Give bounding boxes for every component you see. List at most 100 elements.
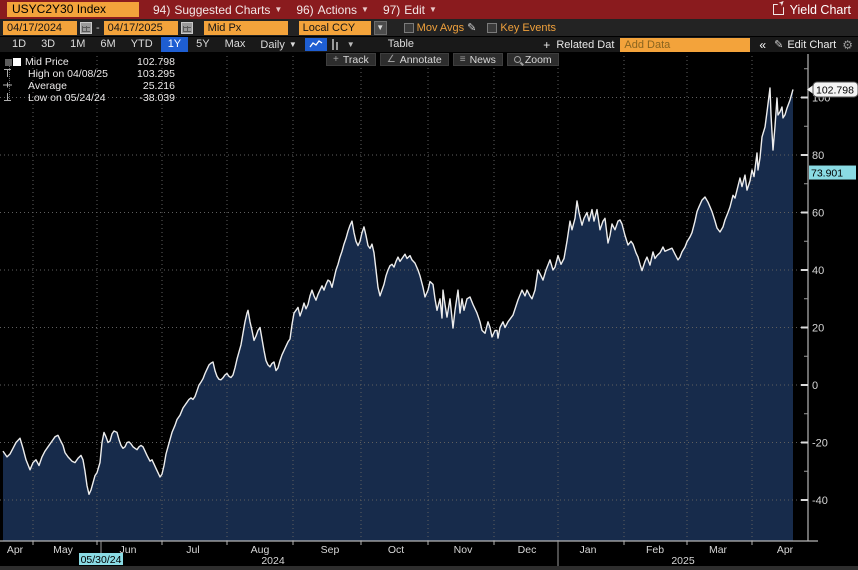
legend-row[interactable]: High on 04/08/25 103.295 [3,68,175,80]
start-date-field[interactable]: 04/17/2024 [3,20,77,35]
chart-type-dropdown-button[interactable]: ▼ [343,38,359,51]
key-events-label: Key Events [500,21,557,34]
legend-row[interactable]: Average 25.216 [3,80,175,92]
chevron-down-icon: ▼ [428,5,437,14]
zoom-icon [513,56,521,63]
line-chart-icon [309,40,323,48]
price-line [2,87,794,495]
range-button-5y[interactable]: 5Y [196,38,210,50]
area-fill [3,88,793,541]
currency-dropdown-button[interactable]: ▼ [373,20,387,35]
tool-label: Annotate [399,53,442,66]
y-tick-label: 80 [812,150,824,162]
annotate-icon: ∠ [386,53,396,65]
menu-label: Actions [317,2,358,17]
window-bottom-edge [0,566,858,570]
menu-suggested-charts[interactable]: 94) Suggested Charts ▼ [153,3,282,17]
chart-area: 100 80 60 40 20 0 -20 -40 Apr May Jun Jul Aug Sep Oct N… [0,52,858,570]
legend-value: 103.295 [137,68,175,80]
month-label: Apr [7,544,24,556]
period-dropdown[interactable]: Daily ▼ [253,39,303,51]
drag-handle[interactable] [5,58,12,66]
key-events-checkbox[interactable] [487,22,498,33]
chart-legend[interactable]: Mid Price 102.798 High on 04/08/25 103.295 A… [3,56,175,104]
month-label: Jul [186,544,199,556]
legend-row[interactable]: Mid Price 102.798 [3,56,175,68]
month-label: Jan [580,544,597,556]
yield-chart-button[interactable]: Yield Chart [772,2,851,17]
mov-avgs-checkbox[interactable] [403,22,414,33]
add-data-input[interactable] [620,37,751,52]
month-label: Jun [120,544,137,556]
y-tick-label: 0 [812,380,818,392]
end-date-field[interactable]: 04/17/2025 [103,20,178,35]
table-button[interactable]: Table [387,38,414,50]
menu-edit[interactable]: 97) Edit ▼ [383,3,437,17]
range-button-max[interactable]: Max [224,38,246,50]
currency-field[interactable]: Local CCY [298,20,371,35]
plus-icon: + [543,37,551,52]
price-field[interactable]: Mid Px [203,20,288,35]
calendar-icon[interactable] [180,21,193,34]
chevron-down-icon: ▼ [274,5,283,14]
yield-chart-label: Yield Chart [789,2,851,17]
date-range-separator: - [96,21,100,34]
menu-number: 97) [382,2,401,17]
edit-chart-button[interactable]: ✎ Edit Chart [774,38,837,52]
calendar-icon[interactable] [80,21,92,34]
pencil-icon: ✎ [774,39,784,51]
move-icon: + [333,53,339,65]
ticker-field[interactable]: USYC2Y30 Index [7,2,139,17]
low-marker-icon [4,93,11,101]
zoom-button[interactable]: Zoom [506,53,559,66]
tool-label: News [469,53,496,66]
pencil-icon[interactable]: ✎ [467,22,477,34]
collapse-button[interactable]: « [759,37,766,52]
range-button-1y[interactable]: 1Y [160,37,189,52]
month-label: Feb [646,544,664,556]
month-label: Sep [321,544,340,556]
month-label: Apr [777,544,794,556]
range-button-6m[interactable]: 6M [100,38,116,50]
range-button-3d[interactable]: 3D [41,38,56,50]
legend-label: Low on 05/24/24 [28,92,106,104]
gear-icon[interactable]: ⚙ [842,37,853,52]
series-swatch-icon [13,58,21,66]
track-value-text: 73.901 [811,168,843,180]
tool-label: Zoom [524,53,552,66]
last-price-badge [812,81,858,98]
candlestick-icon [331,39,338,50]
y-tick-label: 40 [812,265,824,277]
last-price-pointer [807,84,814,95]
track-button[interactable]: + Track [326,53,376,66]
menu-label: Suggested Charts [174,2,271,17]
menu-actions[interactable]: 96) Actions ▼ [296,3,369,17]
annotate-button[interactable]: ∠ Annotate [379,53,449,66]
chart-tools: + Track ∠ Annotate ≡ News Zoom [326,53,559,66]
legend-label: High on 04/08/25 [28,68,108,80]
chevron-down-icon: ▼ [361,5,369,14]
legend-label: Average [28,80,67,92]
line-chart-type-button[interactable] [304,38,327,51]
news-button[interactable]: ≡ News [452,53,503,66]
track-date-badge [79,553,123,565]
range-button-1d[interactable]: 1D [12,38,27,50]
month-label: Aug [251,544,270,556]
month-label: Nov [454,544,473,556]
edit-chart-label: Edit Chart [787,38,837,51]
period-label: Daily [260,38,285,51]
range-button-ytd[interactable]: YTD [130,38,153,50]
legend-label: Mid Price [25,56,69,68]
average-marker-icon [3,82,12,88]
candle-chart-type-button[interactable] [328,38,342,51]
range-buttons: 1D 3D 1M 6M YTD 1Y 5Y Max [5,37,252,52]
legend-row[interactable]: Low on 05/24/24 -38.039 [3,92,175,104]
related-data-label: Related Dat [556,38,615,51]
track-value-badge [809,165,856,180]
legend-value: 25.216 [142,80,175,92]
menu-number: 96) [296,2,314,17]
last-price-text: 102.798 [816,84,854,96]
legend-value: 102.798 [137,56,175,68]
range-button-1m[interactable]: 1M [70,38,86,50]
